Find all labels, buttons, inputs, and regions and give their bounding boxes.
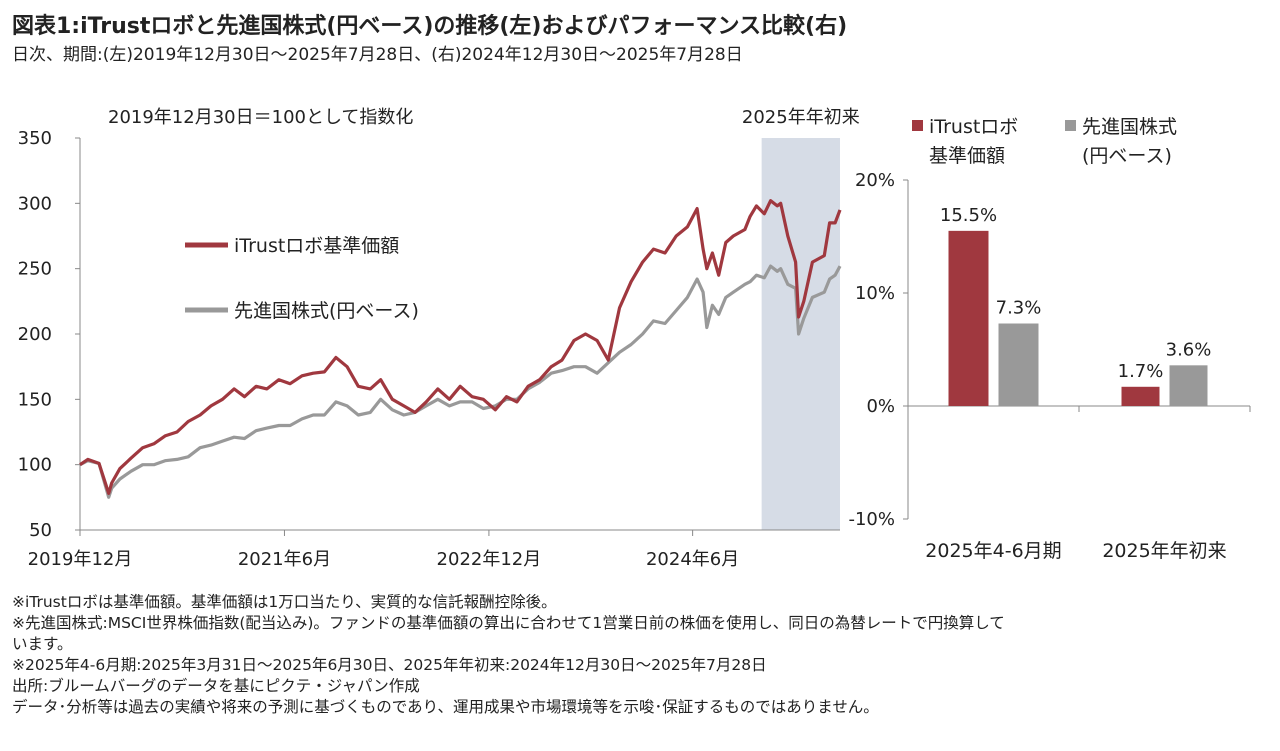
bar [1121,386,1160,406]
line-chart: 2025年年初来 50 100 150 200 250 300 350 2019年12月 2021… [18,107,860,570]
bar-legend-swatch [912,120,923,131]
ytd-shaded-region [761,138,840,530]
y-tick-label: 350 [18,128,52,149]
legend-label: iTrustロボ基準価額 [234,235,399,257]
bar-chart: -10% 0% 10% 20% 2025年4-6月期 15.5% 7.3% 2025年年初来 1… [848,116,1251,562]
bar-legend-label: iTrustロボ [929,116,1018,138]
bar [998,323,1039,406]
footnote: います。 [12,635,73,653]
shade-label: 2025年年初来 [742,107,860,128]
bar-data-label: 3.6% [1166,339,1212,360]
index-annotation: 2019年12月30日＝100として指数化 [108,107,413,128]
bar-legend-label: (円ベース) [1082,145,1172,167]
chart-subtitle: 日次、期間:(左)2019年12月30日～2025年7月28日、(右)2024年… [12,45,743,65]
x-tick-label: 2021年6月 [238,549,331,570]
bar-y-tick-label: 20% [855,170,895,191]
bar-y-tick-label: -10% [848,509,895,530]
bar-y-tick-label: 10% [855,283,895,304]
footnote: 出所:ブルームバーグのデータを基にピクテ・ジャパン作成 [12,677,420,695]
series-line-developed-equity [79,264,842,499]
bar-y-tick-label: 0% [866,396,895,417]
bar-data-label: 15.5% [940,205,997,226]
footnote: データ･分析等は過去の実績や将来の予測に基づくものであり、運用成果や市場環境等を… [12,698,879,716]
bar [948,230,989,406]
bar-legend-label: 基準価額 [929,145,1005,167]
bar [1169,365,1208,406]
series-line-itrust-robo [79,199,842,495]
footnote: ※2025年4-6月期:2025年3月31日～2025年6月30日、2025年年… [12,656,767,674]
bar-category-label: 2025年年初来 [1102,540,1226,562]
footnote: ※iTrustロボは基準価額。基準価額は1万口当たり、実質的な信託報酬控除後。 [12,593,557,611]
x-tick-label: 2019年12月 [28,549,133,570]
x-tick-label: 2022年12月 [437,549,542,570]
y-tick-label: 50 [29,520,52,541]
bar-category-label: 2025年4-6月期 [925,540,1061,562]
y-tick-label: 200 [18,324,52,345]
y-tick-label: 100 [18,455,52,476]
legend-label: 先進国株式(円ベース) [234,300,419,322]
bar-data-label: 7.3% [996,298,1042,319]
bar-legend-swatch [1065,120,1076,131]
bar-legend-label: 先進国株式 [1082,116,1177,138]
bar-data-label: 1.7% [1118,361,1164,382]
x-tick-label: 2024年6月 [646,549,739,570]
footnote: ※先進国株式:MSCI世界株価指数(配当込み)。ファンドの基準価額の算出に合わせ… [12,614,1005,632]
y-tick-label: 150 [18,389,52,410]
y-tick-label: 300 [18,193,52,214]
chart-title: 図表1:iTrustロボと先進国株式(円ベース)の推移(左)およびパフォーマンス… [12,14,848,39]
footnotes: ※iTrustロボは基準価額。基準価額は1万口当たり、実質的な信託報酬控除後。 … [12,592,1272,718]
y-tick-label: 250 [18,259,52,280]
